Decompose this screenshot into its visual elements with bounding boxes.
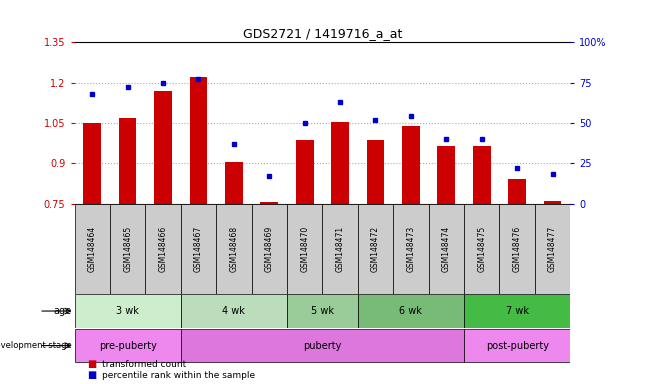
FancyBboxPatch shape — [75, 329, 181, 362]
Text: GSM148476: GSM148476 — [513, 225, 522, 272]
Text: GSM148472: GSM148472 — [371, 225, 380, 272]
Bar — [508, 179, 526, 204]
Bar — [544, 201, 561, 204]
Text: GSM148467: GSM148467 — [194, 225, 203, 272]
FancyBboxPatch shape — [358, 295, 464, 328]
Bar — [437, 146, 455, 204]
Text: GSM148475: GSM148475 — [477, 225, 486, 272]
Bar — [367, 141, 384, 204]
FancyBboxPatch shape — [535, 204, 570, 294]
Text: GSM148469: GSM148469 — [265, 225, 273, 272]
Bar — [225, 162, 243, 204]
FancyBboxPatch shape — [358, 204, 393, 294]
Text: 3 wk: 3 wk — [116, 306, 139, 316]
Text: post-puberty: post-puberty — [485, 341, 549, 351]
Bar — [190, 77, 207, 204]
Bar — [331, 122, 349, 204]
Text: puberty: puberty — [303, 341, 341, 351]
FancyBboxPatch shape — [75, 204, 110, 294]
Bar — [84, 123, 101, 204]
FancyBboxPatch shape — [287, 204, 322, 294]
Text: 4 wk: 4 wk — [222, 306, 246, 316]
Text: age: age — [53, 306, 71, 316]
FancyBboxPatch shape — [393, 204, 428, 294]
Bar — [260, 202, 278, 204]
Bar — [119, 118, 137, 204]
Text: GSM148466: GSM148466 — [159, 225, 168, 272]
Text: GSM148477: GSM148477 — [548, 225, 557, 272]
Text: GSM148470: GSM148470 — [300, 225, 309, 272]
Text: transformed count: transformed count — [102, 361, 186, 369]
FancyBboxPatch shape — [287, 295, 358, 328]
Text: development stage: development stage — [0, 341, 71, 350]
Text: GSM148473: GSM148473 — [406, 225, 415, 272]
FancyBboxPatch shape — [216, 204, 251, 294]
Bar — [402, 126, 420, 204]
FancyBboxPatch shape — [110, 204, 145, 294]
FancyBboxPatch shape — [464, 204, 500, 294]
Text: percentile rank within the sample: percentile rank within the sample — [102, 371, 255, 380]
Bar — [473, 146, 491, 204]
FancyBboxPatch shape — [464, 295, 570, 328]
Text: 5 wk: 5 wk — [311, 306, 334, 316]
Bar — [296, 141, 314, 204]
Text: GSM148464: GSM148464 — [87, 225, 97, 272]
Text: GSM148465: GSM148465 — [123, 225, 132, 272]
Text: GSM148474: GSM148474 — [442, 225, 451, 272]
FancyBboxPatch shape — [181, 295, 287, 328]
Bar — [154, 91, 172, 204]
Text: pre-puberty: pre-puberty — [98, 341, 157, 351]
Title: GDS2721 / 1419716_a_at: GDS2721 / 1419716_a_at — [243, 26, 402, 40]
Text: 6 wk: 6 wk — [399, 306, 422, 316]
Text: ■: ■ — [87, 370, 97, 380]
Text: GSM148468: GSM148468 — [229, 225, 238, 272]
Text: 7 wk: 7 wk — [505, 306, 529, 316]
Text: GSM148471: GSM148471 — [336, 225, 345, 272]
FancyBboxPatch shape — [464, 329, 570, 362]
Text: ■: ■ — [87, 359, 97, 369]
FancyBboxPatch shape — [181, 204, 216, 294]
FancyBboxPatch shape — [181, 329, 464, 362]
FancyBboxPatch shape — [500, 204, 535, 294]
FancyBboxPatch shape — [75, 295, 181, 328]
FancyBboxPatch shape — [428, 204, 464, 294]
FancyBboxPatch shape — [322, 204, 358, 294]
FancyBboxPatch shape — [145, 204, 181, 294]
FancyBboxPatch shape — [251, 204, 287, 294]
